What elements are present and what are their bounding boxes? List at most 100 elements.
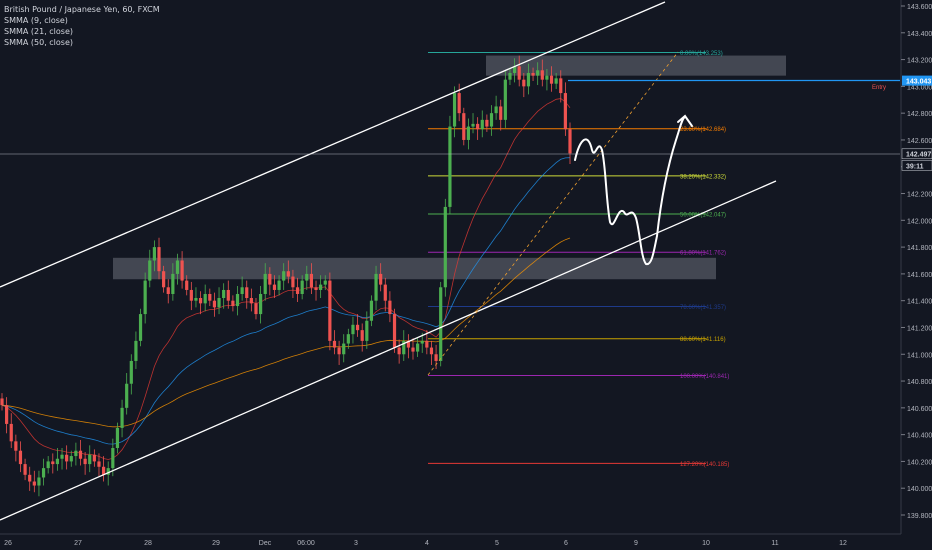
- projection-path: [574, 116, 686, 266]
- candle-body: [198, 298, 203, 304]
- candle-body: [28, 474, 32, 482]
- candle-body: [517, 66, 521, 80]
- candle-body: [208, 293, 212, 301]
- time-tick-label: 12: [839, 540, 847, 547]
- fib-level-label: 61.80%(141.762): [680, 251, 726, 257]
- price-tick-label: 140.400: [907, 433, 932, 440]
- candle-body: [268, 273, 272, 285]
- candle-body: [185, 280, 189, 290]
- price-axis[interactable]: [901, 0, 932, 550]
- chart-legend: British Pound / Japanese Yen, 60, FXCM S…: [4, 4, 160, 48]
- time-tick-label: 10: [702, 540, 710, 547]
- candle-body: [37, 477, 41, 486]
- ma9-label: SMMA (9, close): [4, 16, 68, 25]
- price-label-box: [902, 75, 932, 86]
- candle-body: [194, 298, 198, 301]
- candle-body: [337, 347, 341, 355]
- lower-channel-line: [0, 180, 777, 521]
- candle-body: [203, 293, 207, 304]
- candle-body: [282, 271, 286, 281]
- price-tick-label: 141.800: [907, 245, 932, 252]
- candle-body: [217, 298, 221, 308]
- candle-body: [222, 289, 226, 299]
- candle-body: [55, 458, 60, 465]
- lower-zone: [113, 257, 716, 280]
- time-axis[interactable]: [0, 534, 932, 550]
- candle-body: [111, 448, 115, 469]
- candle-body: [531, 72, 535, 76]
- candle-body: [346, 334, 350, 344]
- candle-body: [545, 75, 549, 80]
- candle-body: [162, 271, 166, 288]
- price-tick-label: 143.400: [907, 31, 932, 38]
- candle-body: [286, 271, 290, 277]
- candle-body: [309, 273, 313, 288]
- price-tick-label: 143.600: [907, 4, 932, 11]
- candle-body: [231, 300, 235, 307]
- price-label: 39:11: [906, 163, 924, 170]
- candle-body: [406, 340, 410, 348]
- time-tick-label: 27: [74, 540, 82, 547]
- candle-body: [83, 458, 87, 465]
- candle-body: [97, 461, 101, 467]
- candle-body: [51, 461, 55, 465]
- candle-body: [434, 354, 438, 361]
- candle-body: [351, 324, 355, 335]
- entry-label: Entry: [872, 85, 886, 91]
- candle-body: [157, 247, 161, 272]
- candle-body: [559, 78, 563, 94]
- candle-body: [171, 273, 175, 294]
- candle-body: [235, 293, 240, 307]
- price-label: 142.497: [906, 152, 931, 159]
- candle-body: [106, 468, 110, 475]
- candle-body: [448, 126, 452, 207]
- price-tick-label: 140.200: [907, 459, 932, 466]
- price-tick-label: 140.000: [907, 486, 932, 493]
- time-axis-ticks: 26 27 28 29 Dec 06:00 3 4 5 6 9 10 11 12: [4, 540, 847, 547]
- candle-body: [115, 427, 120, 449]
- candle-body: [277, 280, 281, 290]
- fib-level-label: 50.00%(142.047): [680, 213, 726, 219]
- candle-body: [226, 289, 230, 301]
- price-tick-label: 143.200: [907, 58, 932, 65]
- candle-body: [503, 79, 507, 120]
- candle-body: [129, 360, 133, 384]
- candle-body: [388, 300, 392, 315]
- candle-body: [397, 347, 401, 355]
- candle-body: [420, 340, 424, 344]
- time-tick-label: 4: [425, 540, 429, 547]
- time-tick-label: 26: [4, 540, 12, 547]
- candle-body: [568, 129, 572, 154]
- candle-body: [383, 284, 387, 301]
- candle-body: [263, 273, 267, 294]
- price-tick-label: 142.600: [907, 138, 932, 145]
- price-tick-label: 141.200: [907, 325, 932, 332]
- ma21-label: SMMA (21, close): [4, 27, 74, 36]
- candle-body: [249, 298, 253, 304]
- candle-body: [120, 407, 124, 428]
- candle-body: [476, 123, 480, 130]
- price-label: 143.043: [906, 79, 931, 86]
- price-tick-label: 142.800: [907, 111, 932, 118]
- candle-body: [240, 287, 244, 294]
- fib-level-label: 127.20%(140.185): [680, 462, 729, 468]
- candle-body: [69, 456, 73, 462]
- price-label-box: [901, 148, 932, 160]
- candle-body: [143, 280, 147, 315]
- candle-body: [494, 106, 498, 114]
- candle-body: [328, 280, 332, 341]
- candle-body: [125, 383, 129, 408]
- candle-body: [148, 260, 152, 281]
- ma50-label: SMMA (50, close): [4, 38, 74, 47]
- time-tick-label: 28: [144, 540, 152, 547]
- time-tick-label: Dec: [259, 540, 272, 547]
- price-tick-label: 139.800: [907, 513, 932, 520]
- moving-averages: [1, 98, 571, 460]
- candle-body: [305, 273, 309, 281]
- candle-body: [411, 347, 415, 352]
- ma50-line: [1, 237, 571, 428]
- candle-body: [18, 450, 23, 465]
- upper-zone: [486, 55, 786, 76]
- candle-body: [9, 423, 13, 442]
